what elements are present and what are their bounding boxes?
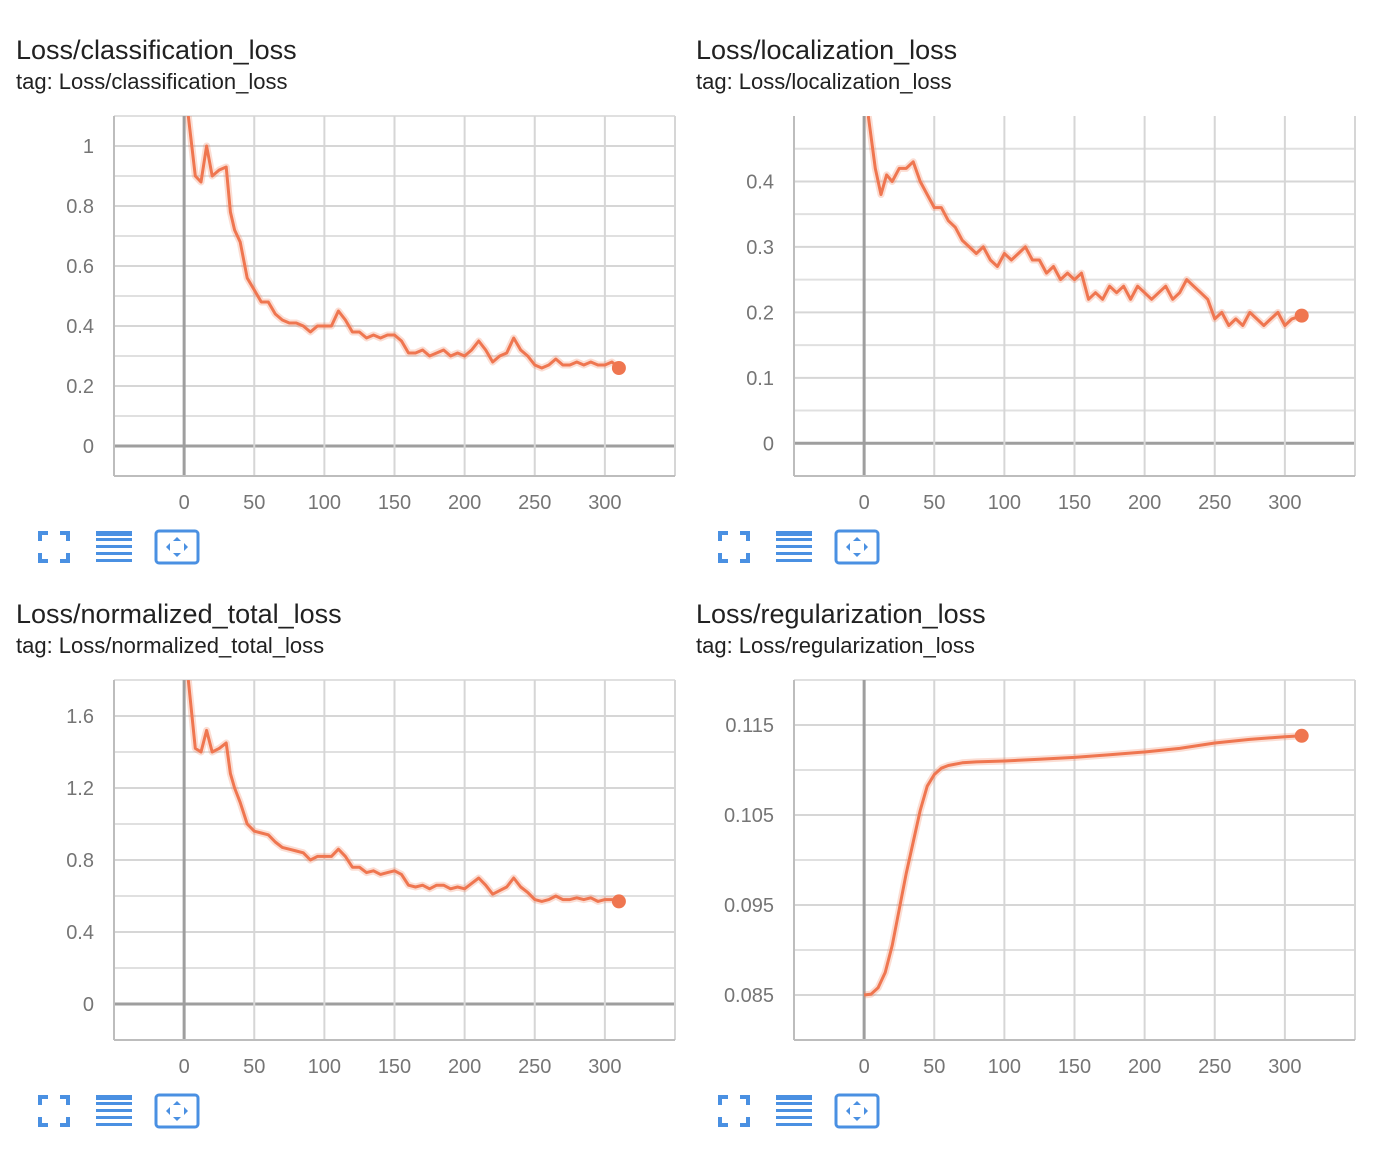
fit-domain-icon bbox=[834, 529, 880, 565]
series-line bbox=[863, 734, 1302, 997]
fit-domain-button[interactable] bbox=[154, 1091, 200, 1131]
y-tick-label: 1.6 bbox=[66, 706, 94, 728]
x-tick-label: 0 bbox=[179, 1056, 190, 1078]
series-endpoint bbox=[611, 894, 626, 909]
chart-card-regularization-loss: Loss/regularization_loss tag: Loss/regul… bbox=[680, 564, 1360, 1131]
x-tick-label: 50 bbox=[923, 1056, 945, 1078]
x-tick-label: 100 bbox=[988, 1056, 1021, 1078]
x-tick-label: 100 bbox=[308, 1056, 341, 1078]
y-tick-label: 0.1 bbox=[746, 368, 774, 390]
x-tick-label: 0 bbox=[859, 1056, 870, 1078]
chart-card-normalized-total-loss: Loss/normalized_total_loss tag: Loss/nor… bbox=[0, 564, 680, 1131]
y-tick-label: 0.2 bbox=[746, 302, 774, 324]
y-tick-label: 0.2 bbox=[66, 376, 94, 398]
fit-domain-button[interactable] bbox=[154, 527, 200, 567]
fullscreen-icon bbox=[38, 531, 70, 563]
x-tick-label: 250 bbox=[518, 1056, 551, 1078]
series-line bbox=[866, 116, 1303, 327]
x-tick-label: 150 bbox=[1058, 1056, 1091, 1078]
x-tick-label: 150 bbox=[1058, 492, 1091, 514]
x-tick-label: 0 bbox=[179, 492, 190, 514]
fullscreen-button[interactable] bbox=[34, 527, 74, 567]
x-tick-label: 200 bbox=[448, 492, 481, 514]
chart-card-classification-loss: Loss/classification_loss tag: Loss/class… bbox=[0, 0, 680, 567]
series-endpoint bbox=[611, 361, 626, 375]
fullscreen-button[interactable] bbox=[714, 527, 754, 567]
card-title: Loss/localization_loss bbox=[696, 35, 958, 65]
card-title: Loss/regularization_loss bbox=[696, 599, 986, 629]
chart-plot[interactable]: 0 0.4 0.8 1.2 1.6 0 50 100 150 200 250 300 bbox=[0, 664, 680, 1084]
log-scale-icon bbox=[776, 531, 812, 562]
x-tick-label: 300 bbox=[588, 1056, 621, 1078]
y-tick-label: 0.105 bbox=[724, 805, 774, 827]
y-tick-label: 0.8 bbox=[66, 196, 94, 218]
x-tick-label: 250 bbox=[1198, 1056, 1231, 1078]
y-tick-label: 0.3 bbox=[746, 237, 774, 259]
x-tick-label: 150 bbox=[378, 492, 411, 514]
series-line bbox=[186, 116, 620, 370]
card-tag: tag: Loss/localization_loss bbox=[696, 69, 952, 94]
card-title: Loss/classification_loss bbox=[16, 35, 297, 65]
x-tick-label: 50 bbox=[243, 492, 265, 514]
series-line-raw bbox=[184, 116, 622, 372]
fullscreen-icon bbox=[718, 1095, 750, 1127]
fullscreen-icon bbox=[38, 1095, 70, 1127]
card-tag: tag: Loss/normalized_total_loss bbox=[16, 633, 325, 658]
series-endpoint bbox=[1294, 728, 1309, 743]
series-endpoint bbox=[1294, 308, 1309, 323]
log-scale-icon bbox=[96, 1095, 132, 1126]
log-scale-icon bbox=[776, 1095, 812, 1126]
chart-plot[interactable]: 0 0.1 0.2 0.3 0.4 0 50 100 150 200 250 300 bbox=[680, 100, 1360, 520]
log-scale-button[interactable] bbox=[94, 1091, 134, 1131]
y-tick-label: 0.115 bbox=[725, 715, 774, 737]
x-tick-label: 200 bbox=[1128, 1056, 1161, 1078]
y-tick-label: 0.095 bbox=[724, 895, 774, 917]
chart-plot[interactable]: 0.085 0.095 0.105 0.115 0 50 100 150 200 250 300 bbox=[680, 664, 1360, 1084]
log-scale-icon bbox=[96, 531, 132, 562]
x-tick-label: 0 bbox=[859, 492, 870, 514]
y-tick-label: 1 bbox=[83, 136, 94, 158]
y-tick-label: 0.8 bbox=[66, 850, 94, 872]
fit-domain-icon bbox=[154, 529, 200, 565]
card-title: Loss/normalized_total_loss bbox=[16, 599, 342, 629]
fit-domain-button[interactable] bbox=[834, 527, 880, 567]
x-tick-label: 100 bbox=[308, 492, 341, 514]
y-tick-label: 0.4 bbox=[746, 171, 774, 193]
x-tick-label: 150 bbox=[378, 1056, 411, 1078]
log-scale-button[interactable] bbox=[774, 1091, 814, 1131]
fit-domain-button[interactable] bbox=[834, 1091, 880, 1131]
chart-card-localization-loss: Loss/localization_loss tag: Loss/localiz… bbox=[680, 0, 1360, 567]
fullscreen-icon bbox=[718, 531, 750, 563]
fullscreen-button[interactable] bbox=[714, 1091, 754, 1131]
fit-domain-icon bbox=[154, 1093, 200, 1129]
x-tick-label: 100 bbox=[988, 492, 1021, 514]
y-tick-label: 0.085 bbox=[724, 985, 774, 1007]
x-tick-label: 250 bbox=[518, 492, 551, 514]
y-tick-label: 0 bbox=[763, 433, 774, 455]
log-scale-button[interactable] bbox=[94, 527, 134, 567]
fit-domain-icon bbox=[834, 1093, 880, 1129]
series-line-raw bbox=[184, 680, 620, 905]
x-tick-label: 50 bbox=[923, 492, 945, 514]
x-tick-label: 200 bbox=[448, 1056, 481, 1078]
x-tick-label: 300 bbox=[1268, 492, 1301, 514]
y-tick-label: 0 bbox=[83, 436, 94, 458]
x-tick-label: 50 bbox=[243, 1056, 265, 1078]
series-line-raw bbox=[863, 732, 1302, 999]
chart-plot[interactable]: 0 0.2 0.4 0.6 0.8 1 0 50 100 150 200 250 300 bbox=[0, 100, 680, 520]
log-scale-button[interactable] bbox=[774, 527, 814, 567]
series-line bbox=[186, 680, 620, 903]
x-tick-label: 300 bbox=[588, 492, 621, 514]
y-tick-label: 0.6 bbox=[66, 256, 94, 278]
y-tick-label: 1.2 bbox=[66, 778, 94, 800]
x-tick-label: 200 bbox=[1128, 492, 1161, 514]
card-tag: tag: Loss/classification_loss bbox=[16, 69, 288, 94]
fullscreen-button[interactable] bbox=[34, 1091, 74, 1131]
x-tick-label: 250 bbox=[1198, 492, 1231, 514]
card-tag: tag: Loss/regularization_loss bbox=[696, 633, 975, 658]
x-tick-label: 300 bbox=[1268, 1056, 1301, 1078]
y-tick-label: 0 bbox=[83, 994, 94, 1016]
y-tick-label: 0.4 bbox=[66, 316, 94, 338]
y-tick-label: 0.4 bbox=[66, 922, 94, 944]
